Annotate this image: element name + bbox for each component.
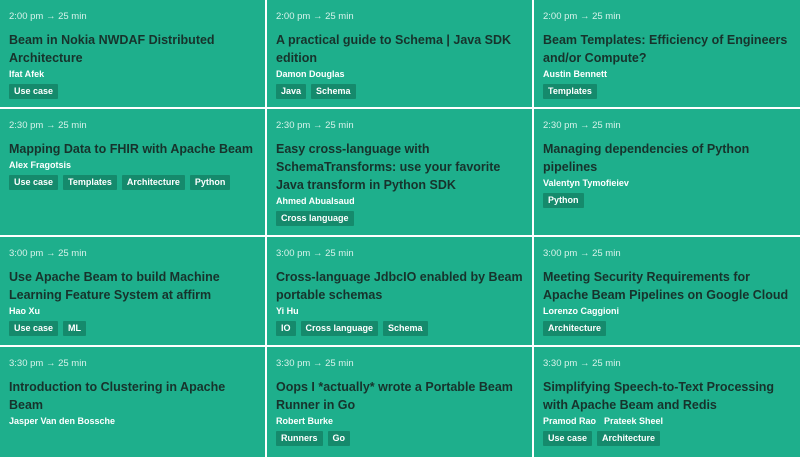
speaker-list: Ifat Afek: [9, 68, 256, 80]
tag-list: Use case Architecture: [543, 431, 791, 446]
session-time: 3:00 pm → 25 min: [9, 248, 87, 259]
speaker-list: Jasper Van den Bossche: [9, 415, 256, 427]
session-card[interactable]: 3:30 pm → 25 min Introduction to Clusteri…: [0, 347, 265, 457]
tag-list: Cross language: [276, 211, 523, 226]
session-tag[interactable]: Templates: [63, 175, 117, 190]
session-card[interactable]: 2:00 pm → 25 min Beam Templates: Efficien…: [534, 0, 800, 107]
session-tag[interactable]: ML: [63, 321, 87, 336]
session-tag[interactable]: Runners: [276, 431, 323, 446]
session-title[interactable]: Mapping Data to FHIR with Apache Beam: [9, 142, 254, 156]
session-time: 2:00 pm → 25 min: [276, 11, 354, 22]
session-title[interactable]: Meeting Security Requirements for Apache…: [543, 270, 789, 302]
session-time: 2:00 pm → 25 min: [9, 11, 87, 22]
speaker-name[interactable]: Alex Fragotsis: [9, 160, 72, 170]
tag-list: Use case: [9, 84, 256, 99]
speaker-name[interactable]: Prateek Sheel: [604, 416, 664, 426]
session-tag[interactable]: Use case: [9, 321, 59, 336]
speaker-list: Yi Hu: [276, 305, 523, 317]
session-tag[interactable]: Schema: [383, 321, 428, 336]
speaker-list: Lorenzo Caggioni: [543, 305, 791, 317]
session-title[interactable]: Introduction to Clustering in Apache Bea…: [9, 380, 226, 412]
tag-list: Templates: [543, 84, 791, 99]
session-tag[interactable]: Architecture: [543, 321, 607, 336]
speaker-list: Ahmed Abualsaud: [276, 195, 523, 207]
speaker-list: Alex Fragotsis: [9, 159, 256, 171]
speaker-list: Pramod Rao Prateek Sheel: [543, 415, 791, 427]
session-time: 3:30 pm → 25 min: [276, 358, 354, 369]
tag-list: Runners Go: [276, 431, 523, 446]
session-card[interactable]: 2:30 pm → 25 min Easy cross-language with…: [267, 109, 532, 235]
session-time: 2:00 pm → 25 min: [543, 11, 621, 22]
speaker-name[interactable]: Lorenzo Caggioni: [543, 306, 619, 316]
session-tag[interactable]: Java: [276, 84, 307, 99]
speaker-name[interactable]: Yi Hu: [276, 306, 299, 316]
session-title[interactable]: Beam Templates: Efficiency of Engineers …: [543, 33, 788, 65]
speaker-name[interactable]: Robert Burke: [276, 416, 334, 426]
session-time: 3:30 pm → 25 min: [9, 358, 87, 369]
tag-list: Architecture: [543, 321, 791, 336]
session-tag[interactable]: Go: [327, 431, 351, 446]
session-time: 2:30 pm → 25 min: [9, 120, 87, 131]
tag-list: Java Schema: [276, 84, 523, 99]
session-tag[interactable]: Python: [189, 175, 231, 190]
speaker-name[interactable]: Damon Douglas: [276, 69, 345, 79]
session-tag[interactable]: Use case: [9, 84, 59, 99]
session-title[interactable]: Beam in Nokia NWDAF Distributed Architec…: [9, 33, 215, 65]
session-card[interactable]: 2:30 pm → 25 min Managing dependencies of…: [534, 109, 800, 235]
session-card[interactable]: 3:30 pm → 25 min Oops I *actually* wrote …: [267, 347, 532, 457]
speaker-name[interactable]: Ahmed Abualsaud: [276, 196, 355, 206]
session-tag[interactable]: Python: [543, 193, 584, 208]
session-card[interactable]: 2:00 pm → 25 min A practical guide to Sch…: [267, 0, 532, 107]
session-title[interactable]: A practical guide to Schema | Java SDK e…: [276, 33, 512, 65]
speaker-name[interactable]: Jasper Van den Bossche: [9, 416, 116, 426]
session-tag[interactable]: Use case: [543, 431, 593, 446]
session-title[interactable]: Oops I *actually* wrote a Portable Beam …: [276, 380, 513, 412]
session-time: 2:30 pm → 25 min: [543, 120, 621, 131]
session-time: 3:00 pm → 25 min: [543, 248, 621, 259]
session-tag[interactable]: Templates: [543, 84, 597, 99]
session-tag[interactable]: IO: [276, 321, 296, 336]
speaker-name[interactable]: Austin Bennett: [543, 69, 607, 79]
session-tag[interactable]: Cross language: [300, 321, 379, 336]
session-card[interactable]: 2:30 pm → 25 min Mapping Data to FHIR wit…: [0, 109, 265, 235]
speaker-name[interactable]: Valentyn Tymofieiev: [543, 178, 629, 188]
tag-list: Python: [543, 193, 791, 208]
speaker-name[interactable]: Ifat Afek: [9, 69, 45, 79]
session-time: 2:30 pm → 25 min: [276, 120, 354, 131]
session-card[interactable]: 3:00 pm → 25 min Use Apache Beam to build…: [0, 237, 265, 345]
session-title[interactable]: Use Apache Beam to build Machine Learnin…: [9, 270, 220, 302]
session-title[interactable]: Managing dependencies of Python pipeline…: [543, 142, 750, 174]
session-title[interactable]: Cross-language JdbcIO enabled by Beam po…: [276, 270, 523, 302]
session-card[interactable]: 3:00 pm → 25 min Meeting Security Require…: [534, 237, 800, 345]
speaker-list: Hao Xu: [9, 305, 256, 317]
session-card[interactable]: 3:00 pm → 25 min Cross-language JdbcIO en…: [267, 237, 532, 345]
speaker-list: Austin Bennett: [543, 68, 791, 80]
speaker-list: Damon Douglas: [276, 68, 523, 80]
session-time: 3:00 pm → 25 min: [276, 248, 354, 259]
session-tag[interactable]: Architecture: [121, 175, 185, 190]
session-tag[interactable]: Cross language: [276, 211, 354, 226]
session-card[interactable]: 3:30 pm → 25 min Simplifying Speech-to-Te…: [534, 347, 800, 457]
speaker-list: Valentyn Tymofieiev: [543, 177, 791, 189]
session-card[interactable]: 2:00 pm → 25 min Beam in Nokia NWDAF Dist…: [0, 0, 265, 107]
speaker-name[interactable]: Hao Xu: [9, 306, 41, 316]
session-tag[interactable]: Schema: [311, 84, 356, 99]
speaker-name[interactable]: Pramod Rao: [543, 416, 597, 426]
speaker-list: Robert Burke: [276, 415, 523, 427]
tag-list: Use case Templates Architecture Python: [9, 175, 256, 190]
session-title[interactable]: Easy cross-language with SchemaTransform…: [276, 142, 501, 192]
tag-list: IO Cross language Schema: [276, 321, 523, 336]
session-tag[interactable]: Use case: [9, 175, 59, 190]
session-time: 3:30 pm → 25 min: [543, 358, 621, 369]
session-title[interactable]: Simplifying Speech-to-Text Processing wi…: [543, 380, 775, 412]
tag-list: Use case ML: [9, 321, 256, 336]
session-tag[interactable]: Architecture: [597, 431, 661, 446]
